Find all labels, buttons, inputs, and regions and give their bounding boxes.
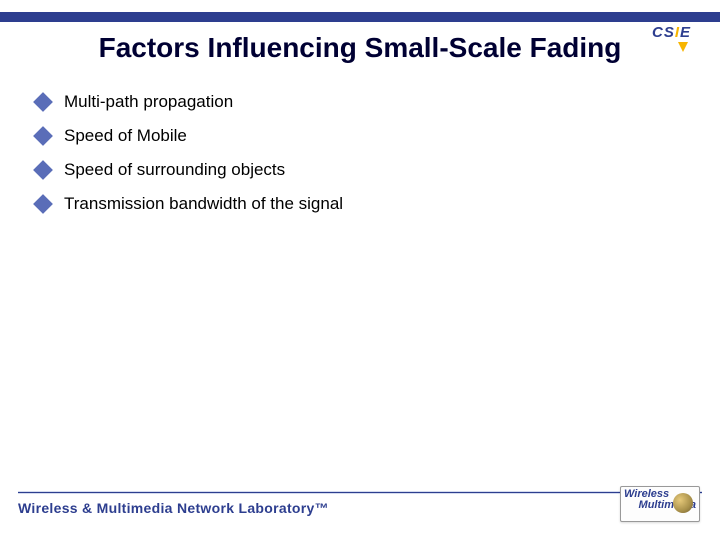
top-line xyxy=(0,20,720,22)
bullet-item: Speed of surrounding objects xyxy=(36,160,656,180)
footer-divider-inner xyxy=(18,492,702,493)
diamond-icon xyxy=(33,194,53,214)
slide: CSIE Factors Influencing Small-Scale Fad… xyxy=(0,0,720,540)
bullet-text: Transmission bandwidth of the signal xyxy=(64,194,343,214)
bullet-text: Speed of surrounding objects xyxy=(64,160,285,180)
slide-title: Factors Influencing Small-Scale Fading xyxy=(0,30,720,66)
bullet-item: Speed of Mobile xyxy=(36,126,656,146)
footer-text: Wireless & Multimedia Network Laboratory… xyxy=(18,500,329,516)
diamond-icon xyxy=(33,126,53,146)
top-bar xyxy=(0,12,720,20)
bullet-item: Multi-path propagation xyxy=(36,92,656,112)
globe-icon xyxy=(673,493,693,513)
diamond-icon xyxy=(33,160,53,180)
bullet-list: Multi-path propagation Speed of Mobile S… xyxy=(36,92,656,228)
bullet-text: Multi-path propagation xyxy=(64,92,233,112)
bullet-text: Speed of Mobile xyxy=(64,126,187,146)
bullet-item: Transmission bandwidth of the signal xyxy=(36,194,656,214)
diamond-icon xyxy=(33,92,53,112)
logo-bottom: Wireless Multimedia xyxy=(620,486,700,522)
